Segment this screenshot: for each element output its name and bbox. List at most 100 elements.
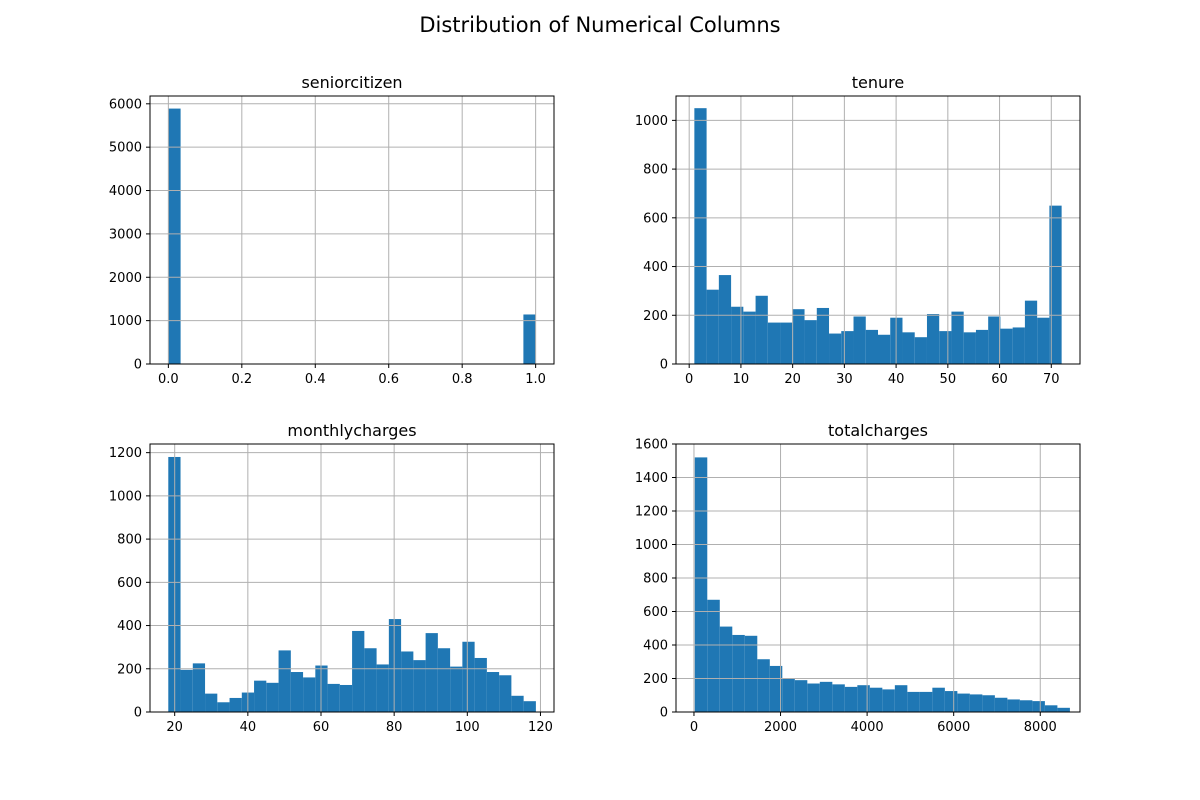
axes-frame [149, 95, 555, 365]
histogram-bar [782, 678, 795, 712]
histogram-bar [975, 329, 989, 364]
y-tick-label: 1000 [109, 314, 142, 329]
histogram-bar [919, 691, 933, 712]
y-tick-label: 1400 [635, 471, 668, 486]
histogram-bar [401, 651, 414, 712]
histogram-bar [327, 683, 340, 712]
histogram-bar [902, 332, 915, 364]
y-tick-label: 0 [660, 358, 668, 373]
histogram-bar [523, 701, 536, 712]
y-tick-label: 400 [117, 619, 142, 634]
histogram-panel-monthlycharges: 20 40 60 80 100 120020040060080010001200month… [109, 421, 555, 735]
histogram-bar [413, 660, 426, 712]
histogram-panel-seniorcitizen: 0.0 0.2 0.4 0.6 0.8 1.0 0 1000 2000 3000 4000 5000 6… [109, 73, 555, 387]
histogram-bar [352, 630, 365, 712]
x-tick-label: 0.0 [158, 372, 179, 387]
histogram-bar [1032, 701, 1045, 712]
x-tick-label: 0.2 [231, 372, 252, 387]
panel-title: seniorcitizen [301, 73, 402, 92]
histogram-bar [878, 334, 891, 364]
histogram-bar [757, 659, 770, 712]
histogram-bar [229, 697, 242, 712]
y-tick-label: 2000 [109, 271, 142, 286]
histogram-bar [832, 684, 845, 712]
histogram-bar [523, 314, 536, 364]
y-tick-label: 800 [643, 163, 668, 178]
histogram-bar [303, 677, 316, 712]
y-tick-label: 800 [643, 572, 668, 587]
x-tick-label: 60 [991, 372, 1008, 387]
histogram-bar [719, 626, 733, 712]
x-tick-label: 20 [784, 372, 801, 387]
histogram-bar [731, 306, 744, 364]
y-tick-label: 4000 [109, 184, 142, 199]
x-tick-label: 0.4 [305, 372, 326, 387]
histogram-bar [804, 320, 817, 364]
histogram-bar [694, 457, 708, 712]
y-tick-label: 1200 [635, 505, 668, 520]
histogram-bar [718, 275, 732, 364]
y-tick-label: 400 [643, 639, 668, 654]
histogram-bar [1019, 700, 1033, 712]
histogram-panel-totalcharges: 0 2000 4000 6000 8000 0 200 400 600 800 1000 1200 14… [635, 421, 1081, 735]
y-tick-label: 400 [643, 260, 668, 275]
histogram-bar [376, 664, 389, 712]
y-tick-label: 600 [643, 605, 668, 620]
histogram-bar [994, 697, 1008, 712]
panel-title: totalcharges [828, 421, 928, 440]
y-tick-label: 0 [134, 358, 142, 373]
histogram-bar [844, 686, 858, 713]
x-tick-label: 70 [1043, 372, 1060, 387]
histogram-bar [192, 663, 206, 712]
axes-frame [675, 95, 1081, 365]
x-tick-label: 0 [685, 372, 693, 387]
x-tick-label: 0.6 [378, 372, 399, 387]
x-tick-label: 8000 [1024, 720, 1057, 735]
histogram-bar [982, 695, 995, 712]
histogram-bar [168, 108, 181, 364]
histogram-bar [932, 687, 945, 712]
histogram-bar [816, 307, 830, 364]
histogram-bar [944, 691, 958, 712]
y-tick-label: 3000 [109, 227, 142, 242]
histogram-bar [755, 295, 768, 364]
x-tick-label: 6000 [937, 720, 970, 735]
histogram-bar [1049, 205, 1062, 364]
histogram-bar [914, 337, 927, 364]
histogram-bar [499, 675, 512, 712]
x-tick-label: 40 [240, 720, 257, 735]
histogram-bar [957, 693, 970, 712]
histogram-bar [743, 311, 756, 364]
histogram-bar [1057, 707, 1070, 712]
histogram-bar [769, 665, 783, 712]
histogram-bar [853, 316, 866, 364]
histogram-bar [1044, 705, 1058, 712]
histogram-bar [1012, 327, 1025, 364]
panel-title: tenure [852, 73, 904, 92]
histogram-bar [388, 619, 402, 712]
y-tick-label: 200 [643, 309, 668, 324]
y-tick-label: 1000 [635, 538, 668, 553]
histogram-bar [278, 650, 291, 712]
histogram-bar [266, 682, 279, 712]
histogram-bar [217, 702, 230, 712]
histogram-bar [732, 634, 745, 712]
y-tick-label: 5000 [109, 141, 142, 156]
y-tick-label: 6000 [109, 97, 142, 112]
x-tick-label: 60 [313, 720, 330, 735]
histogram-bar [963, 332, 976, 364]
histogram-bar [794, 680, 808, 712]
histogram-bar [205, 693, 218, 712]
histogram-bar [1007, 699, 1020, 712]
y-tick-label: 1000 [109, 489, 142, 504]
histogram-bar [857, 685, 870, 712]
histogram-bar [364, 648, 377, 712]
histogram-bar [694, 108, 707, 365]
histogram-bar [474, 657, 487, 712]
histogram-bar [792, 309, 805, 364]
y-tick-label: 200 [117, 662, 142, 677]
x-tick-label: 50 [940, 372, 957, 387]
histogram-bar [907, 691, 920, 712]
y-tick-label: 1000 [635, 114, 668, 129]
